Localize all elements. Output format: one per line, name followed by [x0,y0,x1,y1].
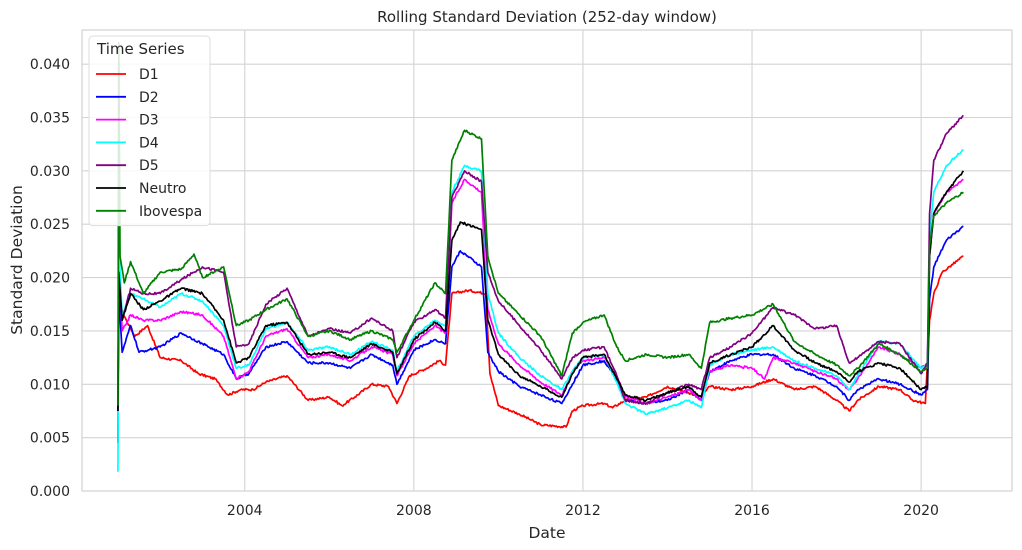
x-tick-label: 2020 [903,503,939,519]
x-tick-label: 2004 [227,503,263,519]
series-layer [117,41,965,472]
plot-frame [81,29,1013,492]
x-axis-title: Date [528,524,565,542]
legend-label: D2 [139,90,159,106]
x-tick-label: 2012 [565,503,601,519]
y-tick-label: 0.000 [30,484,70,500]
plot-area [82,30,1012,491]
legend-box [88,35,211,227]
y-tick-label: 0.015 [30,324,70,340]
series-line-d2 [117,225,964,443]
legend-label: D5 [139,158,159,174]
x-tick-label: 2016 [734,503,770,519]
legend-label: D4 [139,135,159,151]
chart-title: Rolling Standard Deviation (252-day wind… [377,8,717,26]
y-tick-label: 0.040 [30,57,70,73]
y-tick-label: 0.025 [30,217,70,233]
series-line-d3 [117,178,964,411]
series-line-d1 [117,255,964,429]
series-line-neutro [117,170,965,411]
series-line-ibovespa [117,41,964,406]
x-tick-label: 2008 [396,503,432,519]
legend: Time Series D1 D2 D3 D4 D5 Neutro Ibovespa [88,35,211,227]
legend-title: Time Series [96,40,185,58]
y-tick-label: 0.020 [30,271,70,287]
series-line-d5 [117,114,964,411]
legend-label: Ibovespa [139,204,202,220]
series-line-d4 [117,148,964,472]
y-axis-title: Standard Deviation [8,185,26,335]
legend-label: D1 [139,67,159,83]
legend-label: D3 [139,113,159,129]
axis-layer: 2004 2008 2012 2016 2020 0.000 0.005 0.010 0.015… [30,29,1013,519]
y-tick-label: 0.030 [30,164,70,180]
y-tick-label: 0.010 [30,377,70,393]
legend-label: Neutro [139,181,186,197]
y-tick-label: 0.035 [30,111,70,127]
y-tick-label: 0.005 [30,431,70,447]
